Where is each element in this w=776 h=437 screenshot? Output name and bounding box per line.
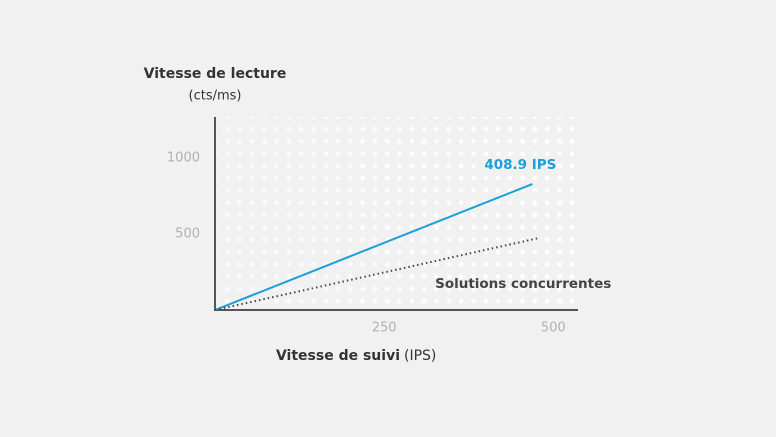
y-tick-label: 1000 [167, 151, 200, 166]
dot-grid [215, 117, 580, 310]
x-tick-label: 250 [372, 321, 397, 336]
series-line [214, 183, 533, 311]
series-line [214, 236, 540, 311]
x-axis-label: Vitesse de suivi [276, 348, 400, 364]
x-axis-unit: (IPS) [404, 348, 436, 364]
series-label: 408.9 IPS [484, 157, 556, 173]
series-label: Solutions concurrentes [435, 276, 611, 292]
x-tick-label: 500 [541, 321, 566, 336]
y-tick-label: 500 [175, 227, 200, 242]
y-axis-unit: (cts/ms) [189, 89, 242, 104]
y-axis-label: Vitesse de lecture [144, 66, 287, 82]
